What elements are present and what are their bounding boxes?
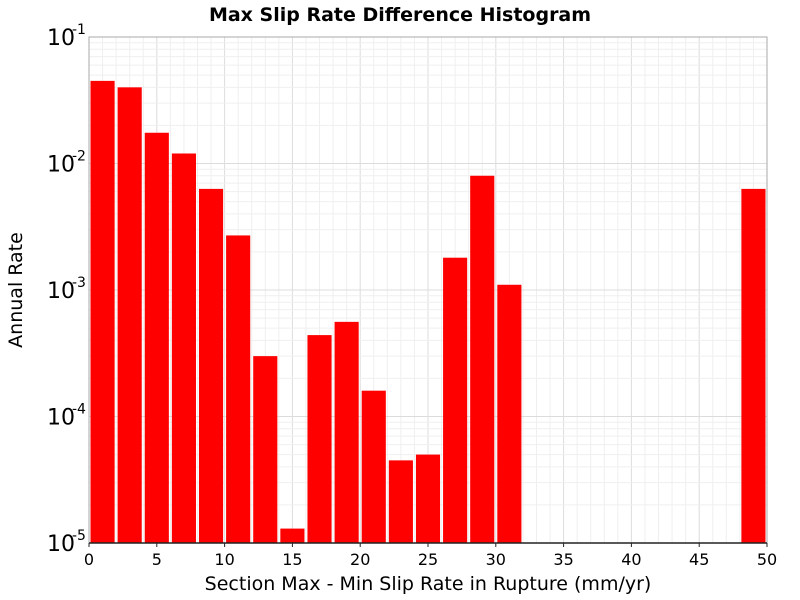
x-axis-label: Section Max - Min Slip Rate in Rupture (… xyxy=(205,573,652,595)
x-tick-label: 0 xyxy=(84,550,94,569)
x-tick-label: 10 xyxy=(214,550,234,569)
bar xyxy=(361,390,386,543)
x-tick-label: 50 xyxy=(757,550,777,569)
bar xyxy=(443,257,468,543)
x-tick-label: 30 xyxy=(486,550,506,569)
bar xyxy=(253,356,278,543)
bar xyxy=(470,175,495,544)
y-tick-exponent: -2 xyxy=(72,149,86,165)
y-tick-label: 10 xyxy=(47,532,75,557)
y-tick-label: 10 xyxy=(47,26,75,51)
bar xyxy=(307,335,332,543)
bar xyxy=(171,153,196,543)
bar-series xyxy=(90,80,766,544)
y-tick-exponent: -4 xyxy=(72,402,86,418)
bar xyxy=(117,87,142,543)
y-tick-label: 10 xyxy=(47,153,75,178)
bar xyxy=(280,528,305,543)
bar xyxy=(741,188,766,543)
x-axis-ticks: 0 5 10 15 20 25 30 35 40 45 50 xyxy=(84,543,777,569)
bar xyxy=(334,321,359,543)
x-tick-label: 20 xyxy=(350,550,370,569)
y-axis-label: Annual Rate xyxy=(5,232,27,348)
bar xyxy=(90,80,115,543)
bar xyxy=(388,460,413,543)
y-tick-exponent: -1 xyxy=(72,22,86,38)
bar xyxy=(415,454,441,543)
y-tick-label: 10 xyxy=(47,406,75,431)
x-tick-label: 45 xyxy=(689,550,709,569)
bar xyxy=(497,284,522,543)
x-tick-label: 25 xyxy=(418,550,438,569)
y-tick-label: 10 xyxy=(47,279,75,304)
x-tick-label: 35 xyxy=(553,550,573,569)
y-axis-ticks: 10-510-410-310-210-1 xyxy=(47,22,86,557)
y-tick-exponent: -5 xyxy=(72,528,86,544)
x-tick-label: 40 xyxy=(621,550,641,569)
chart-title: Max Slip Rate Difference Histogram xyxy=(209,4,591,26)
bar xyxy=(226,235,251,543)
x-tick-label: 15 xyxy=(282,550,302,569)
x-tick-label: 5 xyxy=(152,550,162,569)
bar xyxy=(198,188,224,543)
y-tick-exponent: -3 xyxy=(72,275,86,291)
bar xyxy=(144,132,169,544)
